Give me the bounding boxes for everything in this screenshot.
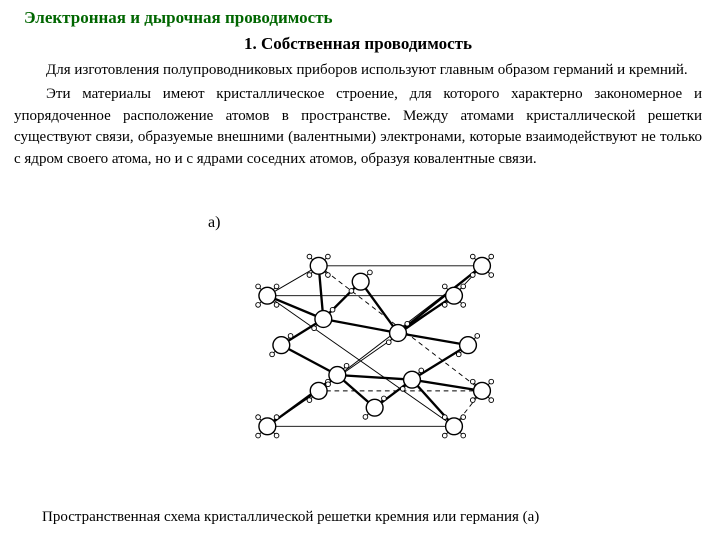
crystal-lattice-diagram: [230, 232, 510, 462]
paragraph-1: Для изготовления полупроводниковых прибо…: [14, 60, 702, 82]
main-title: Электронная и дырочная проводимость: [24, 8, 702, 28]
caption: Пространственная схема кристаллической р…: [42, 509, 539, 526]
diagram-label: а): [208, 214, 220, 232]
section-title: 1. Собственная проводимость: [14, 34, 702, 54]
paragraph-2: Эти материалы имеют кристаллическое стро…: [14, 84, 702, 171]
